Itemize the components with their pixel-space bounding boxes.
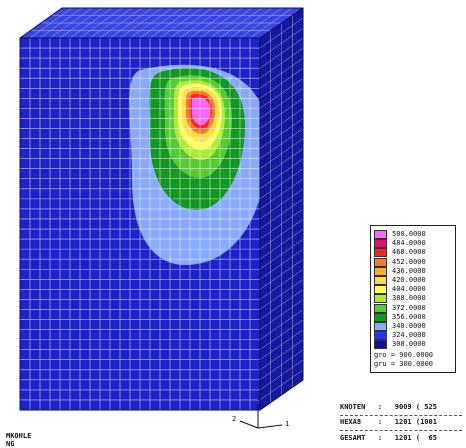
legend-swatch <box>374 312 387 322</box>
legend-row: 340.0000 <box>374 322 454 331</box>
legend-swatch <box>374 230 387 239</box>
mesh-line <box>259 369 304 401</box>
legend-value: 500.0000 <box>392 230 426 238</box>
front-mesh-grid <box>20 38 260 410</box>
legend-row: 324.0000 <box>374 331 454 341</box>
block-outline <box>19 7 304 411</box>
stats-hexa: HEXA8 : 1201 (1001 <box>340 418 437 426</box>
legend-row: 404.0000 <box>374 285 454 295</box>
legend-row: 468.0000 <box>374 248 454 258</box>
model-label-1: MKOHLE <box>6 432 32 440</box>
stats-divider <box>340 415 462 416</box>
legend-value: 340.0000 <box>392 322 426 330</box>
axis-label-y: 3 <box>257 394 262 402</box>
legend-swatch <box>374 257 387 267</box>
legend-row: 436.0000 <box>374 266 454 276</box>
legend-swatch <box>374 239 387 249</box>
legend-row: 388.0000 <box>374 294 454 304</box>
mesh-line <box>259 309 304 340</box>
mesh-line <box>259 118 304 149</box>
mesh-line <box>259 88 304 119</box>
contour-field <box>129 64 260 265</box>
legend-row: 308.0000 <box>374 340 454 350</box>
legend-row: 500.0000 <box>374 230 454 239</box>
mesh-line <box>259 208 304 240</box>
legend-swatch <box>374 266 387 276</box>
mesh-line <box>259 218 304 250</box>
legend-value: 420.0000 <box>392 276 426 284</box>
legend-swatch <box>374 303 387 313</box>
mesh-line <box>259 48 304 79</box>
mesh-line <box>259 188 304 220</box>
mesh-line <box>259 17 304 49</box>
mesh-line <box>259 249 304 280</box>
legend-value: 436.0000 <box>392 266 426 275</box>
legend-swatch <box>374 322 387 331</box>
mesh-line <box>259 289 304 320</box>
legend-swatch <box>374 285 387 295</box>
mesh-line <box>259 349 304 381</box>
stats-knoten: KNOTEN : 9009 ( 525 <box>340 403 437 411</box>
legend-row: 420.0000 <box>374 276 454 285</box>
mesh-line <box>259 299 304 330</box>
mesh-line <box>259 108 304 139</box>
model-label-2: NG <box>6 440 15 448</box>
mesh-line <box>259 78 304 109</box>
mesh-line <box>259 259 304 290</box>
legend-value: 324.0000 <box>392 331 426 340</box>
mesh-line <box>259 319 304 350</box>
mesh-line <box>259 27 304 59</box>
mesh-line <box>259 168 304 200</box>
legend-value: 468.0000 <box>392 248 426 257</box>
legend-max: gro = 900.0000 <box>374 351 434 359</box>
legend-row: 484.0000 <box>374 239 454 249</box>
mesh-line <box>259 138 304 169</box>
mesh-line <box>259 269 304 300</box>
contour-legend: 500.0000 484.0000 468.0000 452.0000 436.0000… <box>370 225 456 373</box>
mesh-line <box>259 37 304 69</box>
mesh-line <box>259 178 304 210</box>
stats-gesamt: GESAMT : 1201 ( 65 <box>340 434 437 442</box>
legend-value: 372.0000 <box>392 303 426 312</box>
axis-label-z: 2 <box>232 415 237 423</box>
legend-row: 452.0000 <box>374 257 454 267</box>
top-mesh-grid <box>29 7 293 39</box>
legend-row: 356.0000 <box>374 312 454 322</box>
mesh-line <box>259 128 304 159</box>
mesh-line <box>259 58 304 89</box>
legend-value: 308.0000 <box>392 340 426 349</box>
legend-value: 388.0000 <box>392 294 426 303</box>
mesh-line <box>259 239 304 270</box>
mesh-line <box>259 68 304 99</box>
mesh-line <box>259 228 304 260</box>
mesh-line <box>259 279 304 310</box>
legend-value: 452.0000 <box>392 257 426 266</box>
legend-value: 404.0000 <box>392 285 426 294</box>
mesh-line <box>259 158 304 190</box>
legend-swatch <box>374 294 387 304</box>
axis-triad <box>239 404 283 429</box>
stats-divider <box>340 430 462 431</box>
legend-min: gru = 300.0000 <box>374 360 434 368</box>
legend-swatch <box>374 340 387 350</box>
legend-value: 484.0000 <box>392 239 426 248</box>
mesh-line <box>259 198 304 230</box>
axis-label-x: 1 <box>285 420 290 428</box>
contour-500 <box>191 97 210 125</box>
mesh-line <box>259 339 304 370</box>
legend-swatch <box>374 276 387 285</box>
mesh-line <box>259 148 304 179</box>
mesh-line <box>259 329 304 360</box>
side-mesh-grid <box>259 15 304 403</box>
legend-value: 356.0000 <box>392 312 426 321</box>
legend-swatch <box>374 248 387 258</box>
legend-row: 372.0000 <box>374 303 454 313</box>
legend-swatch <box>374 331 387 341</box>
mesh-line <box>259 98 304 129</box>
mesh-line <box>259 359 304 391</box>
